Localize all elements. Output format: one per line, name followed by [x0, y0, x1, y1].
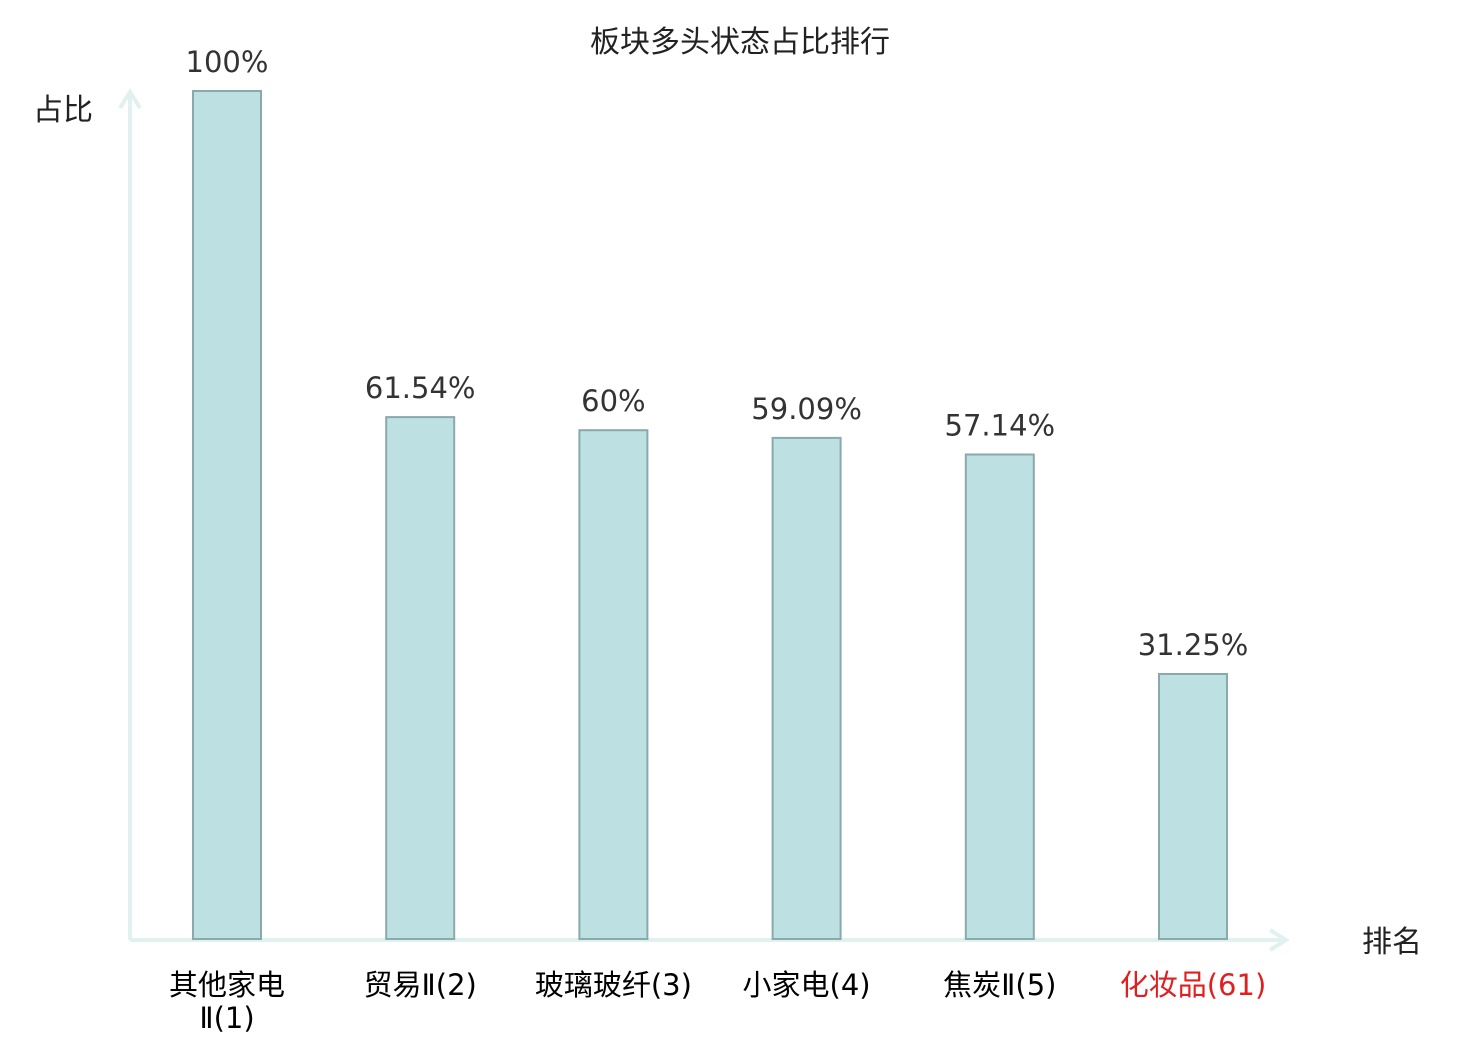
- category-label-4: 小家电(4): [743, 968, 871, 1002]
- y-axis-arrow: [118, 88, 142, 110]
- category-label-1-line-1: 其他家电: [169, 968, 285, 1002]
- value-label-5: 57.14%: [945, 409, 1056, 443]
- axes: [118, 88, 1290, 952]
- bar-6: [1158, 673, 1228, 940]
- category-label-3: 玻璃玻纤(3): [535, 968, 692, 1002]
- value-label-4: 59.09%: [751, 392, 862, 426]
- bar-4: [771, 436, 842, 940]
- value-label-6: 31.25%: [1138, 628, 1249, 662]
- value-label-2: 61.54%: [365, 371, 476, 405]
- category-label-5: 焦炭Ⅱ(5): [943, 968, 1056, 1002]
- x-axis-arrow: [1268, 928, 1290, 952]
- y-axis-label: 占比: [33, 93, 93, 128]
- bars-group: [192, 90, 1228, 941]
- bar-1: [192, 90, 262, 940]
- value-labels-group: 100% 61.54% 60% 59.09% 57.14% 31.25%: [186, 45, 1249, 662]
- category-label-1-line-2: Ⅱ(1): [199, 1001, 254, 1035]
- category-label-2: 贸易Ⅱ(2): [364, 968, 477, 1002]
- x-axis-label: 排名: [1362, 925, 1422, 960]
- value-label-1: 100%: [186, 45, 269, 79]
- bar-5: [964, 453, 1035, 940]
- bar-2: [385, 416, 456, 941]
- chart-title: 板块多头状态占比排行: [590, 25, 890, 60]
- value-label-3: 60%: [581, 384, 645, 418]
- category-label-6: 化妆品(61): [1120, 968, 1267, 1002]
- bar-3: [578, 429, 649, 940]
